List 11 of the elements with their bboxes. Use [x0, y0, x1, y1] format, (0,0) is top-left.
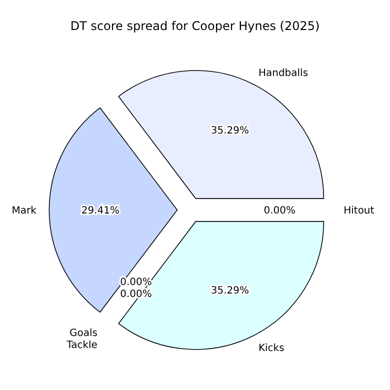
slice-label: Handballs: [258, 68, 308, 80]
category-label: Hitout: [344, 206, 374, 216]
text: 0.00%: [264, 206, 296, 216]
category-label: Goals: [69, 328, 98, 340]
data-label: 35.29%: [210, 286, 250, 297]
chart-title: DT score spread for Cooper Hynes (2025): [70, 19, 320, 33]
slice-label: Mark: [12, 206, 37, 216]
category-label: Tackle: [66, 340, 98, 352]
data-label: 35.29%: [210, 125, 250, 136]
data-label: 29.41%: [81, 206, 120, 216]
slice-label: Kicks: [258, 342, 284, 354]
